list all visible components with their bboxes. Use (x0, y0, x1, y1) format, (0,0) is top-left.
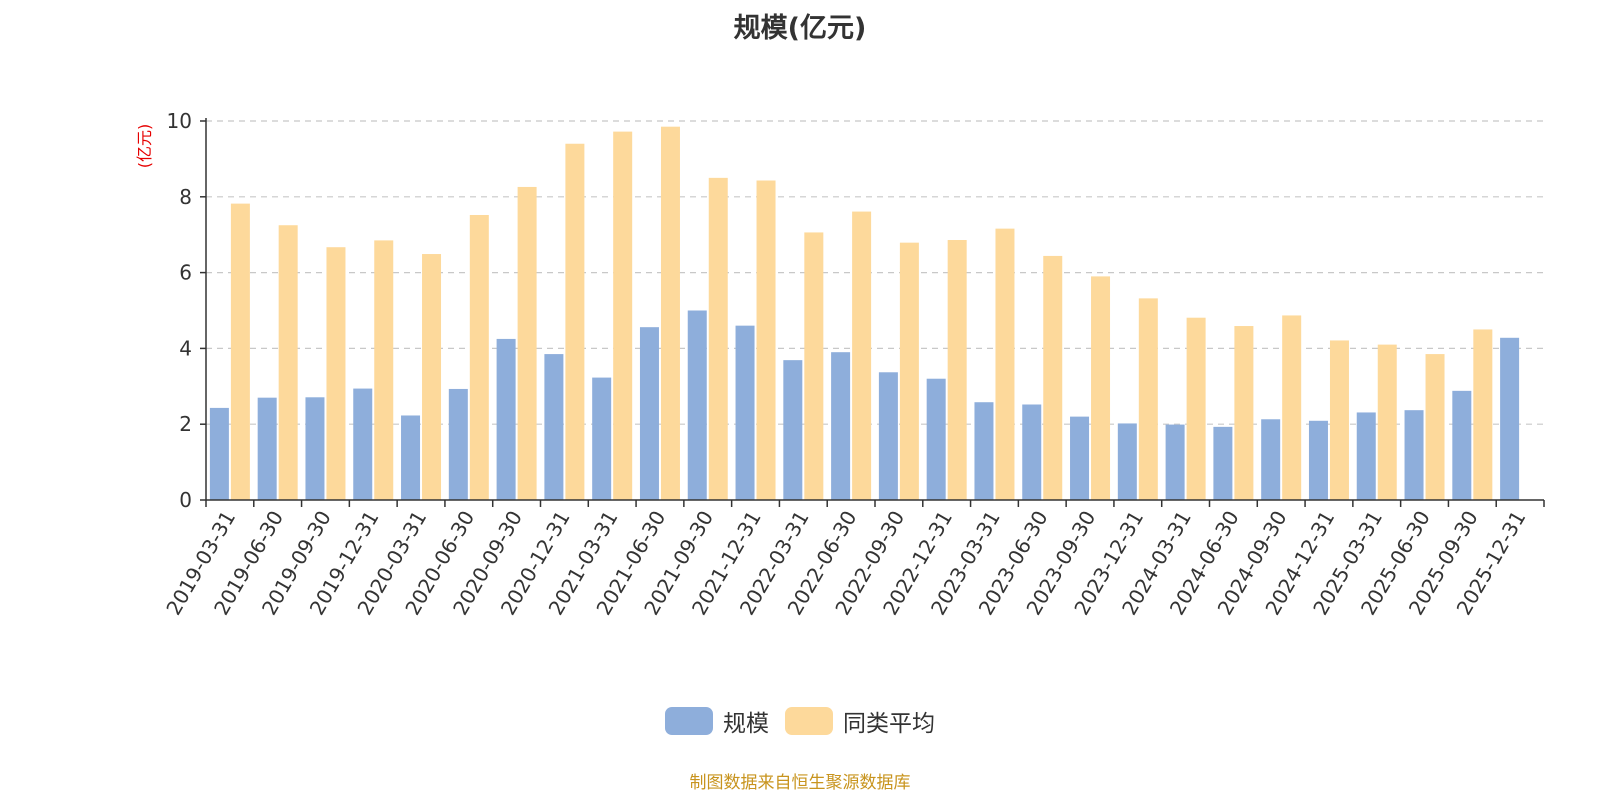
bar-scale-2022-12-31 (926, 378, 946, 500)
bar-peer-average-2022-12-31 (947, 240, 967, 501)
y-tick-label: 6 (179, 261, 192, 285)
bar-scale-2022-06-30 (831, 352, 851, 500)
bar-scale-2023-12-31 (1117, 423, 1137, 500)
bar-peer-average-2020-09-30 (517, 186, 537, 501)
bar-scale-2019-06-30 (257, 397, 277, 500)
bar-peer-average-2019-09-30 (326, 247, 346, 500)
bar-scale-2024-03-31 (1165, 424, 1185, 500)
bar-peer-average-2025-06-30 (1425, 354, 1445, 500)
bar-scale-2023-03-31 (974, 402, 994, 500)
bar-scale-2019-09-30 (305, 397, 325, 500)
legend-swatch (785, 707, 833, 735)
y-tick-label: 2 (179, 412, 192, 436)
bar-scale-2020-12-31 (544, 354, 564, 500)
bar-peer-average-2024-12-31 (1329, 340, 1349, 500)
bar-peer-average-2021-12-31 (756, 180, 776, 501)
bar-peer-average-2025-03-31 (1377, 344, 1397, 500)
bar-peer-average-2022-06-30 (852, 211, 872, 500)
legend-item-peer-average[interactable]: 同类平均 (785, 704, 935, 738)
y-tick-label: 0 (179, 488, 192, 512)
bar-scale-2021-03-31 (592, 377, 612, 500)
y-tick-label: 10 (167, 109, 192, 133)
bar-peer-average-2024-09-30 (1282, 315, 1302, 500)
bar-peer-average-2019-12-31 (374, 240, 394, 500)
y-tick-label: 8 (179, 185, 192, 209)
bar-peer-average-2023-03-31 (995, 228, 1015, 501)
y-axis-unit-label: (亿元) (135, 124, 154, 169)
bar-scale-2023-06-30 (1022, 404, 1042, 500)
bar-peer-average-2021-09-30 (708, 177, 728, 500)
chart-title: 规模(亿元) (733, 13, 867, 44)
bar-scale-2022-09-30 (878, 372, 898, 500)
bar-scale-2019-12-31 (353, 388, 373, 500)
bar-scale-2025-06-30 (1404, 410, 1424, 500)
bar-peer-average-2020-03-31 (422, 254, 442, 500)
bar-scale-2021-12-31 (735, 325, 755, 500)
y-tick-label: 4 (179, 336, 192, 360)
bar-scale-2019-03-31 (209, 407, 229, 500)
bar-scale-2024-09-30 (1261, 419, 1281, 500)
bar-peer-average-2020-06-30 (469, 214, 489, 500)
bar-scale-2022-03-31 (783, 360, 803, 500)
bar-peer-average-2025-09-30 (1473, 329, 1493, 500)
bar-chart: 02468102019-03-312019-06-302019-09-30201… (135, 109, 1545, 619)
bar-scale-2025-12-31 (1500, 337, 1520, 500)
bar-scale-2023-09-30 (1070, 416, 1090, 500)
bar-peer-average-2023-06-30 (1043, 255, 1063, 500)
bar-scale-2024-06-30 (1213, 426, 1233, 500)
bar-peer-average-2023-12-31 (1138, 298, 1158, 500)
data-source-footer: 制图数据来自恒生聚源数据库 (689, 773, 911, 793)
bar-peer-average-2023-09-30 (1091, 276, 1111, 500)
legend-label: 规模 (723, 711, 769, 737)
bar-peer-average-2019-06-30 (278, 225, 298, 500)
bar-scale-2021-09-30 (687, 310, 707, 500)
bar-peer-average-2024-03-31 (1186, 317, 1206, 500)
legend-item-scale[interactable]: 规模 (665, 704, 769, 738)
bar-peer-average-2024-06-30 (1234, 326, 1254, 500)
bar-scale-2021-06-30 (639, 327, 659, 500)
legend: 规模 同类平均 (0, 704, 1600, 738)
bar-scale-2020-09-30 (496, 338, 516, 500)
bar-scale-2025-09-30 (1452, 390, 1472, 500)
legend-swatch (665, 707, 713, 735)
bar-scale-2020-06-30 (448, 388, 468, 500)
bar-peer-average-2022-03-31 (804, 232, 824, 500)
bar-peer-average-2021-03-31 (613, 131, 633, 500)
bar-peer-average-2019-03-31 (230, 203, 250, 500)
bar-layer (209, 126, 1520, 501)
bar-scale-2020-03-31 (401, 415, 421, 500)
bar-peer-average-2021-06-30 (660, 126, 680, 500)
bar-scale-2025-03-31 (1356, 412, 1376, 500)
bar-scale-2024-12-31 (1308, 420, 1328, 500)
bar-peer-average-2022-09-30 (899, 242, 919, 500)
legend-label: 同类平均 (843, 711, 935, 737)
bar-peer-average-2020-12-31 (565, 143, 585, 501)
